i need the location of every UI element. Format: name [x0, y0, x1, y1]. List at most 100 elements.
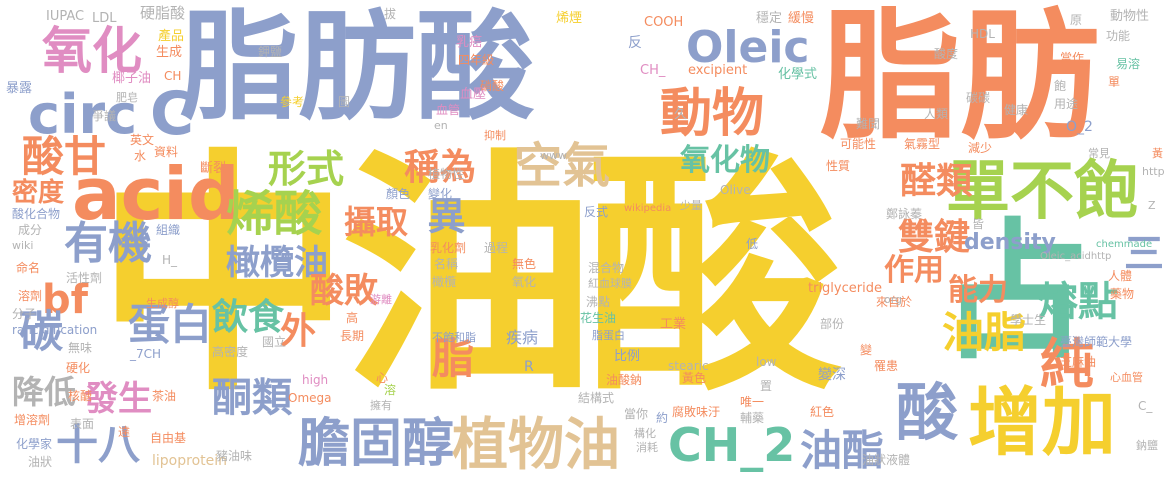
word-buhezhi: 不飽和脂 — [432, 331, 476, 344]
word-c_: C_ — [1138, 399, 1153, 413]
word-ganlanyou: 橄欖油 — [226, 243, 328, 283]
word-www: www — [540, 149, 567, 162]
word-zhimayou: 芝麻油 — [1060, 355, 1097, 369]
word-yingwen: 英文 — [130, 133, 155, 147]
word-zheng: 鄭詠蓁 — [886, 207, 923, 221]
word-mingming: 命名 — [16, 261, 41, 275]
word-ldl: LDL — [92, 11, 117, 26]
word-bf: bf — [42, 277, 89, 323]
word-feidian: 沸點 — [586, 295, 611, 309]
word-xiyan: 烯煙 — [556, 11, 583, 26]
word-suangan: 酸甘 — [22, 132, 107, 181]
word-fubaiweizi: 腐敗味汙 — [672, 405, 721, 419]
word-youzhi2: 油脂 — [942, 308, 1027, 357]
word-shiba: 十八 — [56, 420, 141, 469]
word-zhong-you-suan: 中油酸 — [96, 129, 841, 426]
word-quanlei: 醛類 — [900, 161, 973, 202]
word-renyi: 人體 — [1108, 269, 1133, 283]
word-yeziyou: 椰子油 — [112, 71, 152, 86]
word-wikipedia: wikipedia — [624, 203, 672, 214]
word-zhiwuyou: 植物油 — [452, 413, 620, 478]
word-zhiwuxing: 植物性 — [428, 167, 465, 181]
word-laizi: 來自於 — [876, 295, 913, 309]
word-jiayan: 鉀鹽 — [258, 45, 283, 59]
word-da: 達 — [118, 425, 131, 439]
word-wuwei: 無味 — [68, 341, 93, 355]
word-zhengyi: 爭議 — [92, 109, 117, 123]
word-rancidification: rancidification — [12, 323, 98, 337]
word-zengjia: 增加 — [968, 380, 1116, 466]
word-bianhua: 變化 — [428, 187, 453, 201]
word-bufen: 部份 — [820, 317, 845, 331]
word-wai: 外 — [280, 311, 317, 352]
word-hongxueqiumo: 紅血球膜 — [588, 277, 632, 290]
word-huaxueshi: 化學式 — [778, 67, 818, 82]
word-zuzhi: 組織 — [156, 223, 181, 237]
word-zuoyong: 作用 — [884, 253, 944, 288]
word-chengfen: 成分 — [18, 223, 43, 237]
word-zhifang: 脂肪 — [820, 0, 1101, 159]
word-ch2: CH_2 — [668, 418, 796, 472]
word-hongse: 紅色 — [810, 405, 835, 419]
word-zhi: 脂 — [432, 334, 475, 383]
word-zhan: 占 — [940, 206, 1091, 380]
word-yi: 異 — [421, 196, 465, 234]
word-ruhuaji: 乳化劑 — [430, 241, 467, 255]
word-liguo: 硬化 — [66, 361, 91, 375]
word-guoli: 國立 — [262, 335, 287, 349]
word-shengchengsuan: 生成醇 — [146, 297, 179, 310]
word-ch_: CH_ — [640, 63, 666, 78]
word-shaoliang: 少量 — [680, 199, 702, 212]
word-jiu: 久 — [674, 107, 688, 122]
word-huangse: 黃色 — [682, 371, 707, 385]
word-yongtu: 用途 — [1054, 97, 1079, 111]
word-gongye: 工業 — [660, 317, 687, 332]
word-yirong: 易溶 — [1116, 57, 1141, 71]
word-gao: 高 — [346, 311, 359, 325]
word-suan: 酸 — [896, 376, 959, 449]
word-http: http — [1142, 165, 1165, 178]
word-yingzhisuan: 硬脂酸 — [140, 4, 186, 22]
word-r: R — [524, 359, 534, 375]
word-xin: 心 — [376, 371, 389, 385]
word-chengwei: 稱為 — [404, 147, 477, 188]
word-xinxueguan: 心血管 — [1110, 371, 1143, 384]
word-iupac: IUPAC — [46, 9, 85, 24]
word-shan: 單 — [1108, 75, 1121, 89]
word-suanhua: 酸化合物 — [12, 207, 61, 221]
word-gouhua: 構化 — [634, 427, 656, 440]
word-xingshi: 形式 — [268, 147, 345, 191]
word-acid: acid — [72, 152, 240, 236]
word-yue: 約 — [656, 411, 669, 425]
word-yinshi: 飲食 — [212, 297, 285, 338]
word-yanghuawu: 氧化物 — [680, 143, 770, 178]
word-yanse: 顏色 — [386, 187, 411, 201]
word-taiwan: 臺灣師範大學 — [1060, 335, 1133, 349]
word-7ch: _7CH — [130, 347, 162, 361]
word-dongwu: 動物 — [660, 84, 765, 144]
word-kongqi: 空氣 — [514, 138, 611, 194]
word-yongyou: 擁有 — [370, 399, 392, 412]
word-bili: 比例 — [614, 349, 641, 364]
word-excipient: excipient — [688, 63, 748, 78]
word-fanshi: 反式 — [584, 205, 609, 219]
word-oleic: Oleic — [686, 22, 810, 73]
word-baolu: 暴露 — [6, 81, 33, 96]
word-lipoprotein: lipoprotein — [152, 453, 227, 469]
word-density: density — [964, 230, 1056, 255]
word-xisuan: 烯酸 — [226, 186, 323, 242]
word-tan2: 碳碳 — [966, 91, 991, 105]
word-jiankang: 健康 — [1004, 103, 1029, 117]
word-ziliao: 資料 — [154, 145, 179, 159]
word-yanghua2: 氧化 — [512, 275, 537, 289]
word-suandu: 酸度 — [934, 47, 959, 61]
word-tan: 碳 — [11, 308, 62, 352]
word-dangzuo: 當作 — [1060, 51, 1085, 65]
word-youji: 有機 — [64, 218, 152, 269]
word-bian: 變 — [860, 343, 873, 357]
word-cooh: COOH — [644, 15, 684, 30]
word-shuangjian: 雙鍵 — [898, 217, 971, 258]
word-hetang: 核醣 — [68, 389, 93, 403]
word-jianshao: 減少 — [968, 141, 993, 155]
word-high: high — [302, 373, 329, 387]
